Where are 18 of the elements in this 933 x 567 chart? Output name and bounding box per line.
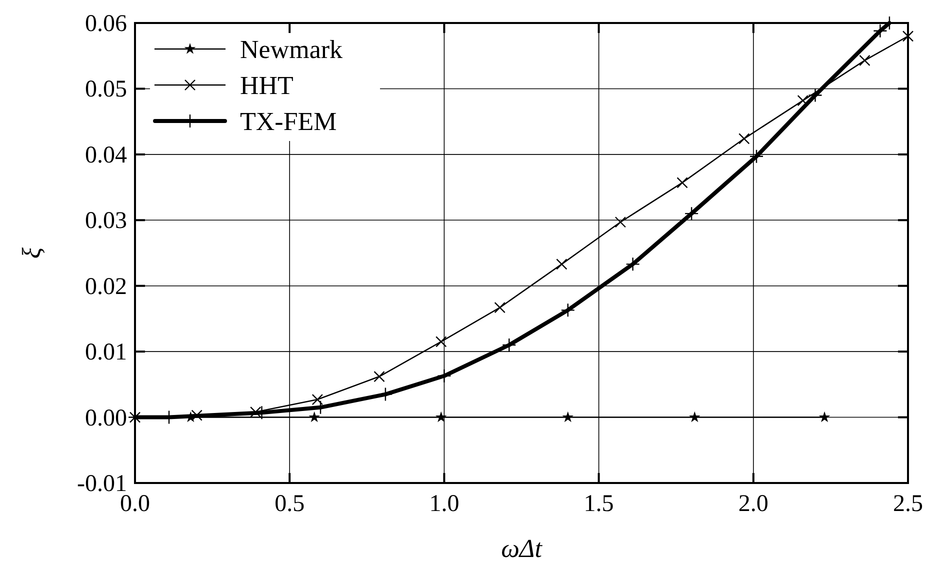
x-tick-label: 1.0 (429, 491, 460, 517)
x-tick-label: 0.5 (274, 491, 305, 517)
y-tick-label: 0.02 (85, 274, 127, 300)
x-tick-label: 2.0 (738, 491, 768, 517)
y-tick-label: 0.06 (85, 11, 127, 37)
y-tick-label: 0.05 (85, 76, 127, 103)
y-tick-label: 0.00 (85, 405, 127, 432)
legend-label: Newmark (240, 35, 343, 64)
x-tick-label: 0.0 (120, 491, 150, 517)
x-tick-label: 2.5 (893, 491, 923, 517)
legend-label: HHT (240, 71, 294, 100)
x-axis-title: ωΔt (501, 534, 543, 563)
y-tick-label: 0.03 (85, 208, 127, 234)
x-tick-label: 1.5 (584, 491, 614, 517)
y-tick-label: 0.04 (85, 142, 127, 168)
y-axis-title: ξ (17, 246, 46, 259)
legend-label: TX-FEM (240, 107, 337, 136)
y-tick-label: 0.01 (85, 340, 127, 366)
